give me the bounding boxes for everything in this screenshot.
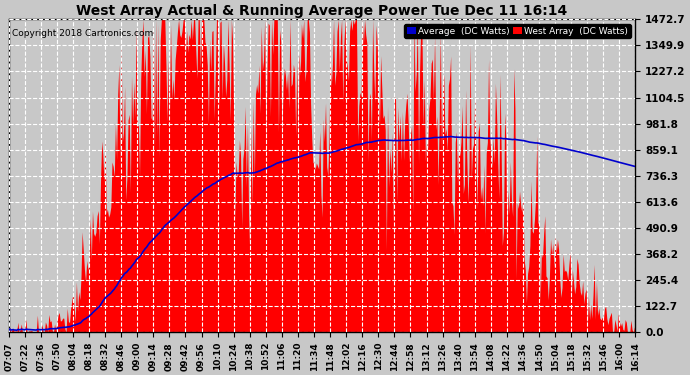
Legend: Average  (DC Watts), West Array  (DC Watts): Average (DC Watts), West Array (DC Watts…	[404, 24, 631, 38]
Text: Copyright 2018 Cartronics.com: Copyright 2018 Cartronics.com	[12, 29, 153, 38]
Title: West Array Actual & Running Average Power Tue Dec 11 16:14: West Array Actual & Running Average Powe…	[77, 4, 568, 18]
